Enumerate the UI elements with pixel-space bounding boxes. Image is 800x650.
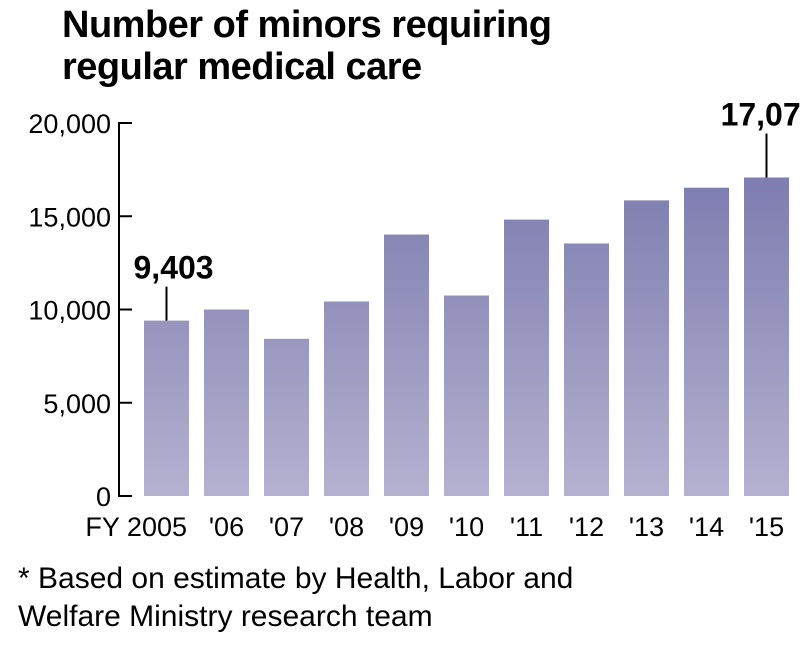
bar-FY2005 [144,320,189,496]
x-tick-label: '14 [689,512,724,542]
bar-07 [264,338,309,496]
y-tick-label: 10,000 [28,296,111,326]
x-tick-label: '15 [749,512,784,542]
bar-10 [444,295,489,496]
y-tick-label: 20,000 [28,109,111,139]
bar-08 [324,301,369,496]
y-tick-label: 5,000 [43,389,111,419]
x-tick-label: '07 [269,512,304,542]
chart-title-line1: Number of minors requiring [62,4,552,46]
y-tick-label: 15,000 [28,202,111,232]
x-tick-label: '06 [209,512,244,542]
bar-09 [384,234,429,497]
bar-chart: 0 5,000 10,000 15,000 20,000 FY 2005 '06 '07 '08… [28,96,800,542]
x-tick-label: FY 2005 [85,512,187,542]
x-tick-label: '11 [510,512,543,542]
bar-15 [744,177,789,496]
footnote-line2: Welfare Ministry research team [18,600,433,633]
bar-11 [504,219,549,496]
data-label: 9,403 [134,250,214,286]
chart-title: Number of minors requiring regular medic… [62,4,552,88]
data-label: 17,078 [721,96,800,132]
x-tick-label: '09 [389,512,424,542]
x-tick-label: '10 [449,512,484,542]
x-tick-label: '13 [629,512,664,542]
bar-14 [684,187,729,496]
bar-06 [204,309,249,496]
chart-title-line2: regular medical care [62,46,422,88]
bar-12 [564,243,609,496]
x-tick-label: '12 [569,512,604,542]
y-tick-label: 0 [96,482,111,512]
footnote-line1: * Based on estimate by Health, Labor and [18,562,574,595]
bar-13 [624,200,669,496]
footnote: * Based on estimate by Health, Labor and… [18,560,573,636]
x-tick-label: '08 [329,512,364,542]
